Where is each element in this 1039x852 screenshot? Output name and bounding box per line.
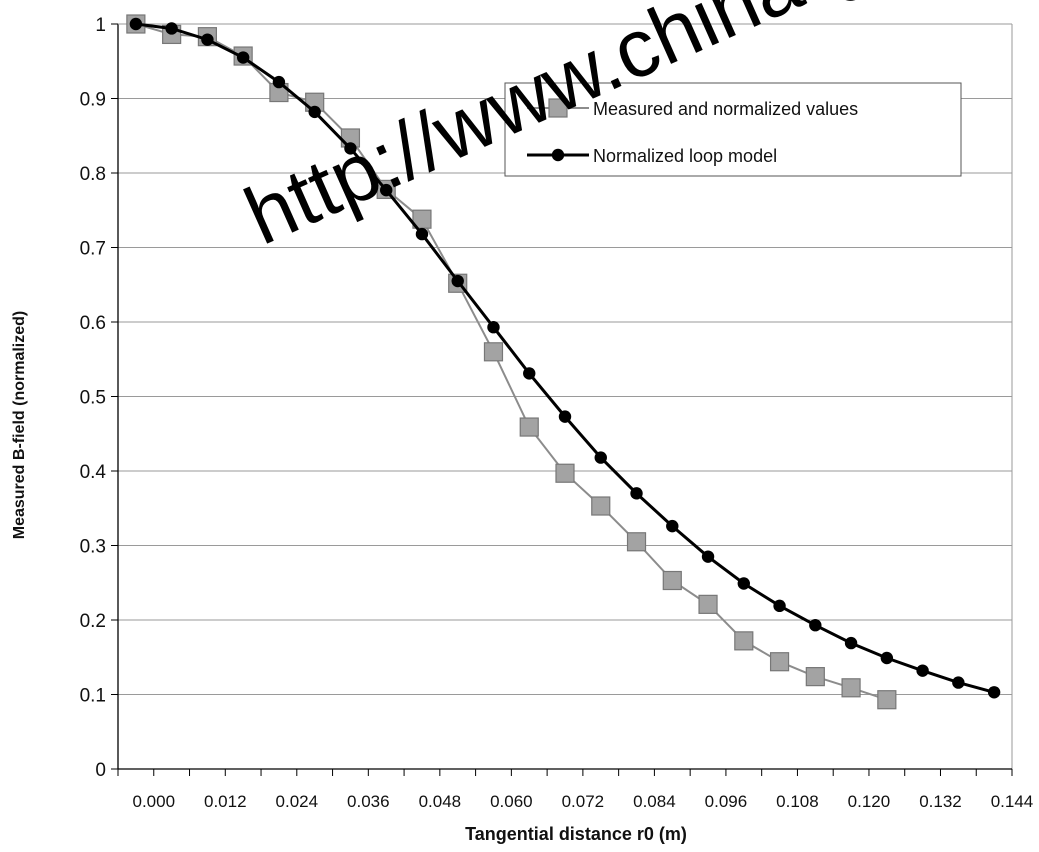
data-point-circle xyxy=(809,619,822,632)
x-tick-label: 0.120 xyxy=(848,792,891,811)
y-tick-label: 0.7 xyxy=(80,239,106,260)
data-point-square xyxy=(841,678,861,698)
x-tick-label: 0.000 xyxy=(132,792,175,811)
x-tick-label: 0.048 xyxy=(419,792,462,811)
legend-marker-square xyxy=(548,98,568,118)
data-point-circle xyxy=(487,321,500,334)
data-point-square xyxy=(698,594,718,614)
y-tick-label: 0.5 xyxy=(80,388,106,409)
data-point-circle xyxy=(451,274,464,288)
x-tick-label: 0.072 xyxy=(562,792,605,811)
data-point-circle xyxy=(236,51,250,64)
data-point-square xyxy=(734,631,754,651)
x-tick-label: 0.084 xyxy=(633,792,676,811)
data-point-square xyxy=(626,532,647,552)
y-tick-label: 0.4 xyxy=(80,462,107,483)
data-point-square xyxy=(877,690,897,710)
x-tick-label: 0.144 xyxy=(991,792,1034,811)
x-tick-label: 0.096 xyxy=(705,792,748,811)
y-tick-label: 0 xyxy=(95,760,106,781)
data-point-square xyxy=(555,463,575,483)
series-measured xyxy=(126,14,897,710)
legend-marker-circle xyxy=(551,148,565,162)
x-tick-label: 0.012 xyxy=(204,792,247,811)
x-tick-label: 0.108 xyxy=(776,792,819,811)
y-tick-label: 0.2 xyxy=(80,611,106,632)
data-point-square xyxy=(591,496,611,516)
data-point-square xyxy=(519,417,539,437)
data-point-circle xyxy=(165,22,178,35)
y-tick-label: 0.1 xyxy=(80,686,106,707)
data-point-square xyxy=(662,570,682,591)
y-tick-label: 0.6 xyxy=(80,313,106,334)
y-tick-label: 0.3 xyxy=(80,537,106,558)
legend-box xyxy=(504,82,962,177)
data-point-circle xyxy=(129,17,143,31)
data-point-square xyxy=(805,667,825,687)
data-point-circle xyxy=(701,550,715,563)
series-group xyxy=(126,14,1001,710)
legend: Measured and normalized values Normalized… xyxy=(504,82,962,177)
data-point-circle xyxy=(308,105,321,119)
data-point-circle xyxy=(201,33,214,46)
axes: 0 0.1 0.2 0.3 0.4 0.5 0.6 0.7 0.8 0.9 1 0.000 0.012 0… xyxy=(80,15,1034,811)
legend-label: Measured and normalized values xyxy=(593,99,858,119)
data-point-circle xyxy=(272,75,286,89)
data-point-circle xyxy=(880,651,894,665)
data-point-circle xyxy=(380,183,393,197)
data-point-circle xyxy=(773,599,786,613)
data-point-circle xyxy=(952,676,965,689)
data-point-circle xyxy=(415,227,429,241)
x-tick-label: 0.060 xyxy=(490,792,533,811)
x-tick-label: 0.036 xyxy=(347,792,390,811)
series-line xyxy=(135,23,888,701)
data-point-circle xyxy=(344,142,357,155)
x-axis-title: Tangential distance r0 (m) xyxy=(465,824,687,844)
data-point-square xyxy=(483,342,504,362)
data-point-circle xyxy=(844,636,858,650)
series-loop-model xyxy=(129,17,1001,699)
y-tick-label: 0.9 xyxy=(80,90,106,111)
data-point-square xyxy=(769,652,790,672)
y-tick-label: 1 xyxy=(95,15,106,36)
data-point-circle xyxy=(916,664,929,677)
data-point-circle xyxy=(558,410,572,423)
legend-label: Normalized loop model xyxy=(593,146,777,166)
data-point-circle xyxy=(666,519,679,533)
y-axis-title: Measured B-field (normalized) xyxy=(11,311,28,539)
data-point-circle xyxy=(594,451,607,464)
data-point-circle xyxy=(523,367,536,380)
x-tick-label: 0.132 xyxy=(919,792,962,811)
y-tick-label: 0.8 xyxy=(80,164,106,185)
data-point-circle xyxy=(737,577,750,590)
data-point-circle xyxy=(630,487,643,500)
x-tick-label: 0.024 xyxy=(276,792,319,811)
data-point-circle xyxy=(987,686,1001,699)
